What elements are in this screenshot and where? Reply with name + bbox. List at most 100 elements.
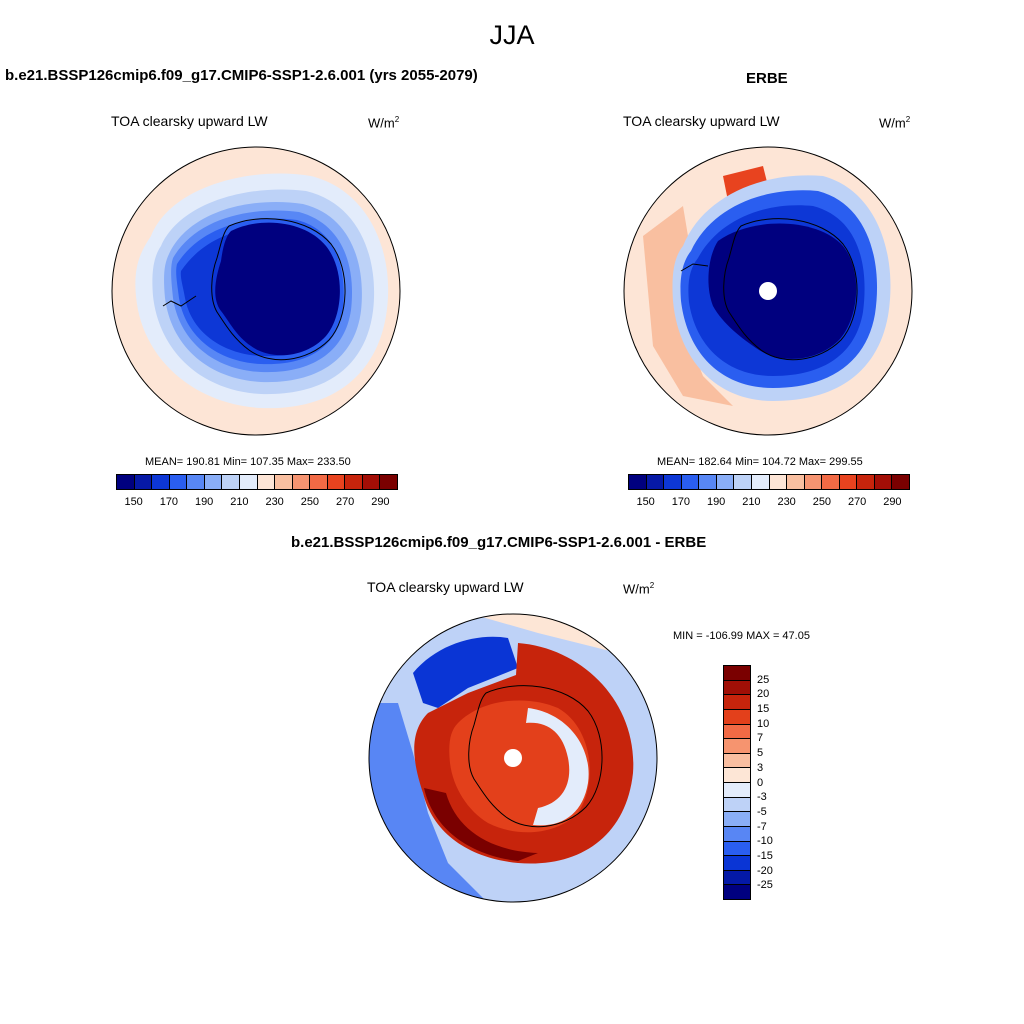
colorbar-swatch (724, 826, 750, 842)
colorbar-swatch (187, 475, 205, 489)
colorbar-swatch (292, 475, 311, 489)
obs-antarctica-interior (708, 223, 857, 359)
colorbar-swatch (724, 841, 750, 857)
obs-colorbar-ticks: 150 170 190 210 230 250 270 290 (628, 496, 910, 510)
colorbar-swatch (716, 475, 735, 489)
colorbar-tick-label: 20 (757, 688, 770, 701)
diff-cool-band (413, 636, 518, 708)
obs-pole-gap (759, 282, 777, 300)
colorbar-tick-label: 0 (757, 776, 764, 789)
model-polar-map (111, 146, 401, 436)
model-map-border (111, 146, 401, 436)
obs-colorbar (628, 474, 910, 490)
colorbar-swatch (629, 475, 647, 489)
model-variable-label: TOA clearsky upward LW (111, 113, 268, 129)
colorbar-tick-label: 7 (757, 732, 764, 745)
colorbar-swatch (724, 753, 750, 769)
colorbar-tick-label: 150 (124, 496, 143, 508)
diff-colorbar-ticks: 25 20 15 10 7 5 3 0 -3 -5 -7 -10 -15 -20 -25 (757, 665, 797, 900)
colorbar-swatch (724, 680, 750, 696)
colorbar-tick-label: 210 (742, 496, 761, 508)
model-antarctica-coastline (162, 218, 346, 361)
colorbar-swatch (362, 475, 381, 489)
colorbar-swatch (345, 475, 363, 489)
colorbar-tick-label: 250 (300, 496, 320, 508)
colorbar-tick-label: 190 (194, 496, 214, 508)
diff-colorbar (723, 665, 751, 900)
model-panel-title: b.e21.BSSP126cmip6.f09_g17.CMIP6-SSP1-2.… (5, 67, 478, 84)
colorbar-swatch (724, 812, 750, 827)
diff-cool-interior (526, 708, 589, 826)
colorbar-swatch (724, 856, 750, 871)
colorbar-swatch (769, 475, 788, 489)
colorbar-swatch (239, 475, 258, 489)
colorbar-tick-label: 170 (671, 496, 691, 508)
diff-panel-title: b.e21.BSSP126cmip6.f09_g17.CMIP6-SSP1-2.… (291, 534, 707, 551)
colorbar-tick-label: 5 (757, 747, 764, 760)
colorbar-swatch (874, 475, 893, 489)
colorbar-swatch (787, 475, 805, 489)
colorbar-swatch (664, 475, 682, 489)
colorbar-tick-label: 230 (265, 496, 284, 508)
colorbar-swatch (327, 475, 346, 489)
colorbar-swatch (724, 666, 750, 681)
colorbar-tick-label: 10 (757, 717, 770, 730)
diff-units-label: W/m2 (623, 581, 655, 597)
diff-variable-label: TOA clearsky upward LW (367, 579, 524, 595)
colorbar-swatch (257, 475, 276, 489)
colorbar-swatch (204, 475, 223, 489)
obs-stats-label: MEAN= 182.64 Min= 104.72 Max= 299.55 (657, 456, 863, 468)
colorbar-tick-label: 250 (812, 496, 832, 508)
colorbar-swatch (857, 475, 875, 489)
colorbar-swatch (724, 739, 750, 754)
colorbar-tick-label: 190 (706, 496, 726, 508)
colorbar-swatch (152, 475, 170, 489)
obs-warm-patch (643, 206, 733, 406)
colorbar-swatch (724, 695, 750, 710)
colorbar-tick-label: 290 (371, 496, 390, 508)
colorbar-tick-label: -10 (757, 835, 773, 848)
model-colorbar (116, 474, 398, 490)
colorbar-swatch (724, 885, 750, 899)
colorbar-swatch (117, 475, 135, 489)
colorbar-swatch (724, 870, 750, 886)
colorbar-swatch (724, 709, 750, 725)
colorbar-swatch (134, 475, 153, 489)
colorbar-tick-label: 270 (335, 496, 355, 508)
colorbar-swatch (724, 797, 750, 813)
colorbar-tick-label: 3 (757, 761, 764, 774)
colorbar-swatch (839, 475, 858, 489)
diff-pole-gap (504, 749, 522, 767)
colorbar-swatch (751, 475, 770, 489)
model-units-label: W/m2 (368, 115, 400, 131)
diff-stats-label: MIN = -106.99 MAX = 47.05 (673, 630, 810, 642)
model-antarctica-interior (215, 222, 340, 356)
model-stats-label: MEAN= 190.81 Min= 107.35 Max= 233.50 (145, 456, 351, 468)
colorbar-swatch (169, 475, 188, 489)
colorbar-swatch (724, 783, 750, 798)
colorbar-swatch (892, 475, 909, 489)
colorbar-swatch (822, 475, 840, 489)
diff-map-border (368, 613, 658, 903)
colorbar-tick-label: 170 (159, 496, 179, 508)
obs-map-border (623, 146, 913, 436)
colorbar-swatch (380, 475, 397, 489)
colorbar-swatch (724, 768, 750, 783)
colorbar-swatch (275, 475, 293, 489)
obs-panel-title: ERBE (746, 70, 788, 87)
colorbar-tick-label: 15 (757, 703, 770, 716)
colorbar-swatch (734, 475, 752, 489)
colorbar-swatch (804, 475, 823, 489)
colorbar-swatch (681, 475, 700, 489)
obs-variable-label: TOA clearsky upward LW (623, 113, 780, 129)
colorbar-swatch (310, 475, 328, 489)
diff-polar-map (368, 613, 658, 903)
obs-polar-map (623, 146, 913, 436)
colorbar-tick-label: 230 (777, 496, 796, 508)
colorbar-tick-label: 210 (230, 496, 249, 508)
colorbar-swatch (699, 475, 717, 489)
diff-warm-interior (449, 700, 590, 833)
colorbar-tick-label: -15 (757, 849, 773, 862)
colorbar-tick-label: 270 (847, 496, 867, 508)
obs-units-label: W/m2 (879, 115, 911, 131)
